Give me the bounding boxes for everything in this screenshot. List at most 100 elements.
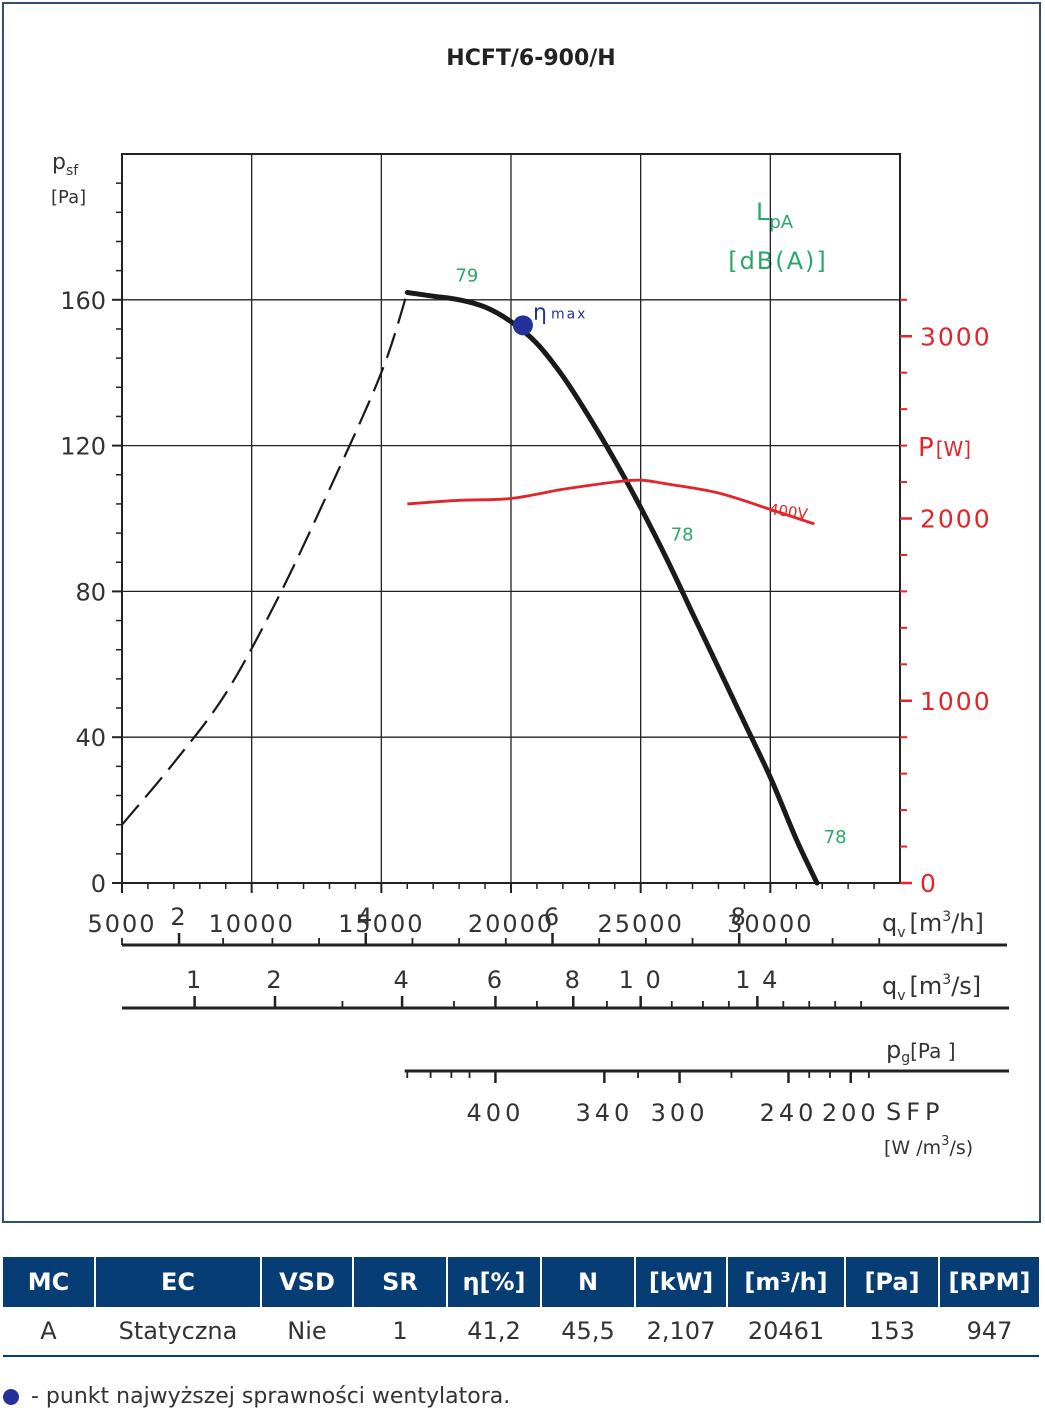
- power-label: P [W]: [918, 433, 971, 463]
- fan-curve-chart: HCFT/6-900/H psf [Pa] LpA [dB(A)] P [W] 0…: [51, 46, 1009, 1159]
- chart-frame: HCFT/6-900/H psf [Pa] LpA [dB(A)] P [W] 0…: [2, 2, 1041, 1223]
- cell-pa: 153: [844, 1307, 939, 1357]
- cell-flow: 20461: [726, 1307, 845, 1357]
- header-sr: SR: [352, 1257, 447, 1307]
- header-vsd: VSD: [260, 1257, 353, 1307]
- axis4-unit-detail: [W /m3/s): [884, 1134, 973, 1159]
- x-axis-unit-end: /h]: [951, 909, 984, 937]
- axis-ticks: [112, 182, 1009, 1083]
- p-tick-label: 1000: [920, 687, 992, 716]
- axis2-unit-sub: v: [897, 988, 905, 1004]
- secondary-tick-label: 340: [575, 1099, 633, 1127]
- axis2-unit: qv [m3/s]: [882, 972, 981, 1004]
- cell-n: 45,5: [540, 1307, 635, 1357]
- x-tick-label: 20000: [468, 910, 554, 938]
- p-tick-label: 2000: [920, 505, 992, 534]
- pressure-curve: [404, 290, 820, 886]
- cell-mc: A: [3, 1307, 95, 1357]
- lpa-label-sub: pA: [769, 212, 793, 233]
- axis2-unit-sup: 3: [942, 972, 951, 988]
- header-n: N: [540, 1257, 635, 1307]
- axis4-unit-end: /s): [949, 1137, 973, 1159]
- power-curve: [407, 478, 815, 526]
- efficiency-max-sub: max: [551, 306, 588, 322]
- header-pa: [Pa]: [844, 1257, 939, 1307]
- lpa-value-label: 78: [824, 827, 847, 848]
- header-rpm: [RPM]: [938, 1257, 1039, 1307]
- secondary-tick-label: 8: [731, 903, 748, 931]
- curves: [121, 290, 820, 886]
- secondary-tick-label: 6: [487, 966, 504, 994]
- secondary-tick-label: 2: [266, 966, 283, 994]
- x-tick-label: 25000: [597, 910, 683, 938]
- secondary-tick-label: 8: [565, 966, 582, 994]
- axis2-unit-end: /s]: [951, 972, 981, 1000]
- cell-rpm: 947: [938, 1307, 1039, 1357]
- table-header-row: MC EC VSD SR η[%] N [kW] [m³/h] [Pa] [RP…: [3, 1257, 1039, 1307]
- secondary-tick-label: 2: [170, 903, 187, 931]
- secondary-tick-label: 6: [544, 903, 561, 931]
- y-tick-label: 0: [91, 870, 106, 898]
- power-label-unit: [W]: [936, 437, 971, 461]
- lpa-label-main: L: [756, 198, 770, 226]
- header-eta: η[%]: [446, 1257, 541, 1307]
- y-axis-label-sub: sf: [66, 163, 79, 179]
- table-row: A Statyczna Nie 1 41,2 45,5 2,107 20461 …: [3, 1307, 1039, 1357]
- secondary-tick-label: 4: [357, 903, 374, 931]
- axis4-unit-rest: [W /m: [884, 1137, 941, 1159]
- axis3-unit-sub: g: [901, 1050, 910, 1066]
- power-series-label: 400V: [768, 500, 810, 523]
- x-axis-unit-sup: 3: [942, 909, 951, 925]
- pressure-curve-unstable: [121, 292, 409, 826]
- lpa-value-label: 79: [455, 266, 478, 287]
- cell-kw: 2,107: [634, 1307, 727, 1357]
- y-tick-label: 80: [75, 578, 106, 606]
- cell-eta: 41,2: [446, 1307, 541, 1357]
- spec-table: MC EC VSD SR η[%] N [kW] [m³/h] [Pa] [RP…: [3, 1257, 1039, 1357]
- footnote-text: - punkt najwyższej sprawności wentylator…: [31, 1384, 511, 1409]
- chart-title: HCFT/6-900/H: [446, 46, 615, 71]
- header-flow: [m³/h]: [726, 1257, 845, 1307]
- secondary-tick-label: 300: [651, 1099, 709, 1127]
- secondary-tick-label: 1 4: [735, 966, 779, 994]
- axis2-unit-main: q: [882, 972, 897, 1000]
- axis2-unit-rest: [m: [910, 972, 943, 1000]
- y-axis-unit: [Pa]: [51, 187, 86, 208]
- lpa-value-label: 78: [671, 524, 694, 545]
- secondary-tick-label: 4: [393, 966, 410, 994]
- y-axis-label: psf: [52, 150, 79, 179]
- x-axis-unit: qv [m3/h]: [882, 909, 984, 941]
- efficiency-dot-icon: [3, 1388, 19, 1405]
- p-tick-label: 3000: [920, 322, 992, 351]
- x-axis-unit-main: q: [882, 909, 897, 937]
- y-tick-label: 160: [60, 287, 106, 315]
- y-axis-label-main: p: [52, 150, 66, 175]
- axis4-unit-sup: 3: [941, 1134, 949, 1149]
- secondary-tick-label: 1 0: [619, 966, 663, 994]
- lpa-label: LpA: [756, 198, 794, 233]
- header-ec: EC: [94, 1257, 261, 1307]
- power-label-main: P: [918, 433, 934, 463]
- y-tick-label: 120: [60, 433, 106, 461]
- secondary-tick-label: 200: [822, 1099, 880, 1127]
- x-axis-unit-rest: [m: [910, 909, 943, 937]
- secondary-tick-label: 1: [186, 966, 203, 994]
- x-axis-unit-sub: v: [897, 925, 905, 941]
- x-tick-label: 10000: [208, 910, 294, 938]
- header-kw: [kW]: [634, 1257, 727, 1307]
- x-tick-label: 30000: [727, 910, 813, 938]
- y-tick-label: 40: [75, 724, 106, 752]
- cell-sr: 1: [352, 1307, 447, 1357]
- axis3-unit-main: p: [886, 1036, 901, 1064]
- axis3-unit-rest: [Pa ]: [910, 1039, 955, 1063]
- header-mc: MC: [3, 1257, 95, 1307]
- cell-ec: Statyczna: [94, 1307, 261, 1357]
- cell-vsd: Nie: [260, 1307, 353, 1357]
- efficiency-max-label: η: [533, 300, 547, 325]
- footnote: - punkt najwyższej sprawności wentylator…: [3, 1384, 510, 1409]
- x-tick-label: 5000: [87, 910, 156, 938]
- secondary-tick-label: 240: [760, 1099, 818, 1127]
- axis4-unit: SFP: [886, 1098, 945, 1126]
- efficiency-max-point: [512, 315, 533, 336]
